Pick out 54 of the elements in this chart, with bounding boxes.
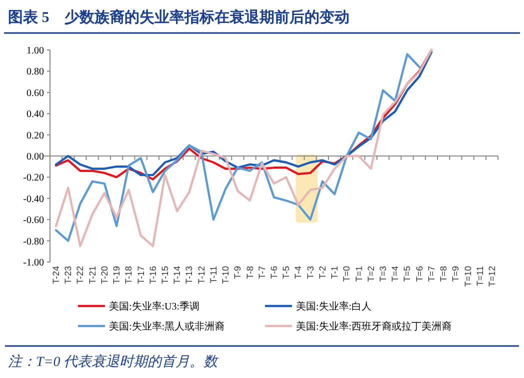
x-tick-label: T-10 xyxy=(220,266,231,284)
x-tick-label: T-22 xyxy=(75,266,86,284)
y-tick-label: -1.00 xyxy=(23,258,44,268)
x-tick-label: T-21 xyxy=(87,266,98,284)
x-tick-label: T-6 xyxy=(269,266,279,280)
x-tick-label: T=3 xyxy=(378,266,388,282)
x-tick-label: T-16 xyxy=(148,266,158,284)
x-tick-label: T-3 xyxy=(305,266,316,280)
y-tick-label: -0.80 xyxy=(23,236,44,248)
x-tick-label: T=0 xyxy=(342,266,352,282)
x-tick-label: T=11 xyxy=(474,266,485,286)
x-tick-label: T-11 xyxy=(208,266,218,284)
x-tick-label: T-20 xyxy=(99,266,110,284)
legend-label: 美国:失业率:西班牙裔或拉丁美洲裔 xyxy=(296,320,452,332)
y-tick-label: 0.20 xyxy=(26,130,44,142)
x-tick-label: T-5 xyxy=(281,266,292,280)
y-tick-label: 0.40 xyxy=(26,109,44,120)
x-tick-label: T=6 xyxy=(414,266,424,282)
x-tick-label: T-18 xyxy=(124,266,134,284)
x-tick-label: T-17 xyxy=(136,266,146,284)
x-tick-label: T=12 xyxy=(487,266,497,287)
x-tick-label: T-23 xyxy=(63,266,74,284)
y-tick-label: -0.20 xyxy=(23,172,44,184)
x-tick-label: T=1 xyxy=(354,266,364,282)
y-tick-label: 0.00 xyxy=(26,152,44,162)
x-tick-label: T-8 xyxy=(244,266,255,280)
chart-title: 图表 5 少数族裔的失业率指标在衰退期前后的变动 xyxy=(8,8,350,26)
x-tick-label: T=7 xyxy=(426,266,436,282)
x-tick-label: T-9 xyxy=(232,266,243,280)
y-tick-label: 0.80 xyxy=(26,66,44,78)
x-tick-label: T-15 xyxy=(160,266,170,284)
x-tick-label: T-7 xyxy=(256,266,267,280)
x-tick-label: T=8 xyxy=(438,266,449,282)
x-tick-label: T=5 xyxy=(402,266,412,282)
x-tick-label: T-2 xyxy=(317,266,328,280)
x-tick-label: T-4 xyxy=(293,266,304,280)
y-tick-label: 1.00 xyxy=(26,46,44,56)
x-tick-label: T-14 xyxy=(172,266,182,284)
x-tick-label: T=2 xyxy=(366,266,376,282)
legend-label: 美国:失业率:白人 xyxy=(296,300,372,312)
x-tick-label: T-24 xyxy=(51,266,61,284)
x-tick-label: T-1 xyxy=(330,266,340,280)
x-tick-label: T=10 xyxy=(462,266,473,287)
y-tick-label: 0.60 xyxy=(26,88,44,99)
text: 注：T=0 代表衰退时期的首月。数 xyxy=(8,354,220,370)
x-tick-label: T-13 xyxy=(184,266,194,284)
y-tick-label: -0.60 xyxy=(23,215,44,226)
legend-label: 美国:失业率:黑人或非洲裔 xyxy=(109,320,225,332)
x-tick-label: T-12 xyxy=(196,266,206,284)
x-tick-label: T=4 xyxy=(390,266,400,282)
x-tick-label: T-19 xyxy=(112,266,122,284)
x-tick-label: T=9 xyxy=(450,266,461,282)
y-tick-label: -0.40 xyxy=(23,194,44,205)
legend-label: 美国:失业率:U3:季调 xyxy=(109,300,200,312)
